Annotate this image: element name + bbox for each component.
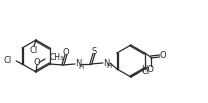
Text: Cl: Cl bbox=[30, 46, 38, 54]
Text: CH₃: CH₃ bbox=[50, 53, 64, 61]
Text: Cl: Cl bbox=[4, 56, 12, 64]
Text: O: O bbox=[34, 58, 40, 67]
Text: HO: HO bbox=[141, 64, 154, 74]
Text: S: S bbox=[91, 46, 97, 56]
Text: H: H bbox=[107, 63, 112, 69]
Text: N: N bbox=[75, 60, 81, 68]
Text: Cl: Cl bbox=[142, 67, 150, 77]
Text: H: H bbox=[79, 64, 84, 70]
Text: O: O bbox=[159, 52, 166, 60]
Text: O: O bbox=[63, 47, 69, 57]
Text: N: N bbox=[103, 59, 109, 67]
